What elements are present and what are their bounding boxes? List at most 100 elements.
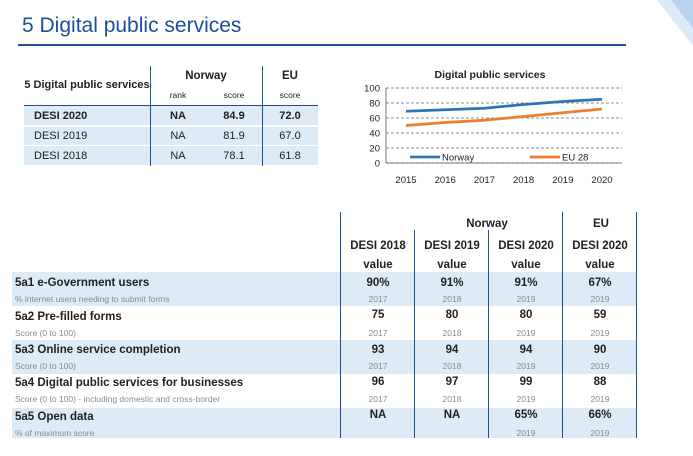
indicator-year: 2019 bbox=[590, 328, 610, 338]
summary-row-rank: NA bbox=[170, 109, 186, 122]
chart-series-line-eu-28 bbox=[405, 107, 603, 127]
indicator-col-divider bbox=[562, 212, 563, 438]
chart-x-tick-label: 2015 bbox=[395, 175, 416, 186]
col-header-top: DESI 2019 bbox=[424, 240, 480, 252]
summary-col-divider bbox=[150, 66, 151, 166]
summary-row-score: 81.9 bbox=[223, 129, 245, 142]
summary-header-score: score bbox=[223, 90, 245, 100]
summary-rule bbox=[24, 105, 318, 106]
summary-row-label: DESI 2018 bbox=[34, 149, 88, 162]
chart-x-tick-label: 2019 bbox=[552, 175, 573, 186]
chart-x-tick-label: 2020 bbox=[591, 175, 612, 186]
chart-x-tick-label: 2018 bbox=[513, 175, 534, 186]
summary-header-country: Norway bbox=[185, 70, 227, 82]
summary-row-eu: 72.0 bbox=[279, 109, 301, 122]
summary-row: DESI 2018 NA 78.1 61.8 bbox=[24, 146, 318, 165]
col-header-top: DESI 2020 bbox=[572, 240, 628, 252]
indicator-year: 2018 bbox=[442, 394, 462, 404]
indicator-band bbox=[12, 408, 637, 438]
indicator-value: 91% bbox=[440, 277, 464, 289]
col-header-bottom: value bbox=[437, 259, 467, 271]
indicator-subtitle: Score (0 to 100) - including domestic an… bbox=[15, 394, 221, 404]
indicator-value: NA bbox=[443, 409, 461, 421]
chart-y-tick-label: 60 bbox=[369, 114, 380, 125]
indicator-value: 97 bbox=[445, 376, 459, 388]
indicator-year: 2018 bbox=[442, 361, 462, 371]
chart-series-line-norway bbox=[405, 97, 603, 113]
indicator-value: 80 bbox=[519, 309, 533, 321]
summary-row: DESI 2019 NA 81.9 67.0 bbox=[24, 126, 318, 145]
indicator-value: 59 bbox=[593, 309, 607, 321]
chart-x-tick-label: 2017 bbox=[474, 175, 495, 186]
indicator-value: 80 bbox=[445, 309, 459, 321]
indicator-value: 99 bbox=[519, 376, 533, 388]
indicator-label: 5a3 Online service completion bbox=[15, 344, 181, 356]
summary-row-score: 78.1 bbox=[223, 149, 245, 162]
indicator-subtitle: Score (0 to 100) bbox=[15, 361, 76, 371]
indicator-year: 2019 bbox=[516, 394, 536, 404]
col-header-top: DESI 2020 bbox=[498, 240, 554, 252]
summary-header-label: 5 Digital public services bbox=[24, 78, 150, 91]
indicator-year: 2017 bbox=[368, 361, 388, 371]
indicator-band bbox=[12, 340, 637, 374]
title-rule bbox=[18, 44, 626, 46]
indicator-year: 2018 bbox=[442, 328, 462, 338]
indicator-value: 75 bbox=[371, 309, 385, 321]
dps-chart: Digital public services 0 20 40 60 80 100 2015… bbox=[350, 66, 630, 190]
summary-row-rank: NA bbox=[170, 149, 186, 162]
summary-header-eu: EU bbox=[282, 70, 298, 82]
indicator-year: 2018 bbox=[442, 294, 462, 304]
indicator-year: 2019 bbox=[590, 394, 610, 404]
indicator-subtitle: Score (0 to 100) bbox=[15, 328, 76, 338]
chart-y-tick-label: 40 bbox=[369, 129, 380, 140]
summary-row-eu: 61.8 bbox=[279, 149, 301, 162]
group-header-norway: Norway bbox=[466, 218, 508, 230]
indicator-col-divider bbox=[414, 230, 415, 438]
col-header-bottom: value bbox=[511, 259, 541, 271]
chart-svg: 0 20 40 60 80 100 2015 2016 2017 2018 2019 2020 Norw… bbox=[364, 84, 622, 186]
summary-row: DESI 2020 NA 84.9 72.0 bbox=[24, 106, 318, 125]
indicator-value: 67% bbox=[588, 277, 612, 289]
chart-y-tick-label: 20 bbox=[369, 144, 380, 155]
indicator-year: 2019 bbox=[590, 361, 610, 371]
summary-row-label: DESI 2020 bbox=[34, 109, 88, 122]
summary-header-eu-score: score bbox=[279, 90, 301, 100]
summary-row-eu: 67.0 bbox=[279, 129, 301, 142]
indicator-col-divider bbox=[636, 212, 637, 438]
indicator-value: 65% bbox=[514, 409, 538, 421]
corner-decoration bbox=[657, 0, 693, 46]
indicator-band bbox=[12, 272, 637, 306]
col-header-bottom: value bbox=[585, 259, 615, 271]
indicator-year: 2019 bbox=[590, 428, 610, 438]
indicator-value: NA bbox=[369, 409, 387, 421]
summary-row-label: DESI 2019 bbox=[34, 129, 88, 142]
indicator-value: 66% bbox=[588, 409, 612, 421]
chart-y-tick-label: 0 bbox=[375, 159, 380, 170]
indicator-year: 2019 bbox=[590, 294, 610, 304]
chart-y-tick-label: 80 bbox=[369, 99, 380, 110]
summary-row-score: 84.9 bbox=[223, 109, 245, 122]
group-header-eu: EU bbox=[593, 218, 609, 230]
indicator-year: 2019 bbox=[516, 294, 536, 304]
indicator-label: 5a1 e-Government users bbox=[15, 277, 150, 289]
indicator-label: 5a2 Pre-filled forms bbox=[15, 311, 122, 323]
page-title: 5 Digital public services bbox=[22, 14, 242, 37]
indicator-value: 90 bbox=[593, 344, 607, 356]
summary-col-divider bbox=[262, 66, 263, 166]
chart-y-tick-label: 100 bbox=[364, 84, 380, 95]
indicator-year: 2019 bbox=[516, 361, 536, 371]
summary-row-divider bbox=[24, 126, 318, 127]
indicator-year: 2017 bbox=[368, 328, 388, 338]
summary-header: 5 Digital public services Norway EU rank… bbox=[24, 66, 318, 104]
chart-legend-label: EU 28 bbox=[562, 153, 588, 164]
indicator-value: 90% bbox=[366, 277, 390, 289]
indicator-year: 2019 bbox=[516, 328, 536, 338]
indicator-subtitle: % of maximum score bbox=[15, 428, 95, 438]
indicator-value: 93 bbox=[371, 344, 385, 356]
chart-legend-label: Norway bbox=[442, 153, 474, 164]
indicator-value: 91% bbox=[514, 277, 538, 289]
indicator-value: 96 bbox=[371, 376, 385, 388]
indicator-value: 88 bbox=[593, 376, 607, 388]
col-header-top: DESI 2018 bbox=[350, 240, 406, 252]
indicator-value: 94 bbox=[519, 344, 533, 356]
